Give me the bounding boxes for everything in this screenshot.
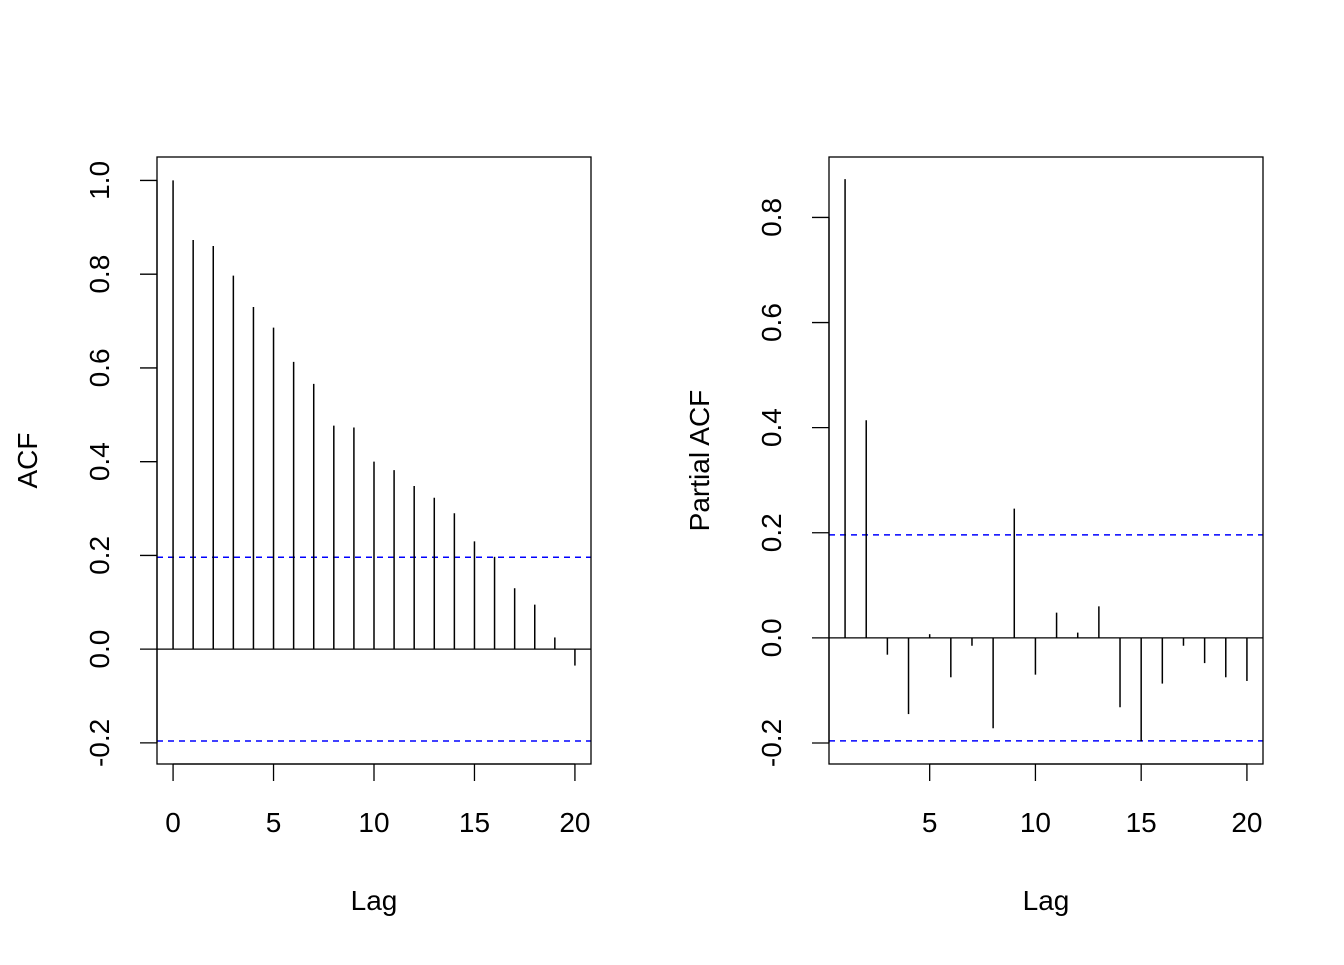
pacf-plot-frame	[828, 156, 1264, 765]
pacf-y-tick-label--0.2: -0.2	[756, 719, 787, 767]
acf-plot-frame	[156, 156, 592, 765]
acf-y-tick-label-0.2: 0.2	[84, 536, 115, 575]
pacf-y-tick-label-0.6: 0.6	[756, 303, 787, 342]
acf-x-tick-label-5: 5	[266, 807, 282, 838]
acf-x-tick-label-15: 15	[459, 807, 490, 838]
acf-y-tick-label-0.0: 0.0	[84, 630, 115, 669]
pacf-y-tick-label-0.0: 0.0	[756, 618, 787, 657]
pacf-x-axis-label: Lag	[1023, 885, 1070, 916]
acf-y-tick-label-0.6: 0.6	[84, 348, 115, 387]
pacf-x-tick-label-5: 5	[922, 807, 938, 838]
acf-x-tick-label-20: 20	[559, 807, 590, 838]
acf-x-tick-label-10: 10	[358, 807, 389, 838]
acf-x-axis-label: Lag	[351, 885, 398, 916]
acf-y-tick-label--0.2: -0.2	[84, 719, 115, 767]
acf-y-tick-label-1.0: 1.0	[84, 161, 115, 200]
pacf-y-tick-label-0.8: 0.8	[756, 198, 787, 237]
acf-panel: Lag ACF 0 5 10 15 20 -0.2 0.0 0.2 0.4 0.6 0.8 1.0	[12, 156, 592, 916]
pacf-y-tick-label-0.2: 0.2	[756, 513, 787, 552]
pacf-x-tick-label-20: 20	[1231, 807, 1262, 838]
acf-y-tick-label-0.4: 0.4	[84, 442, 115, 481]
pacf-x-tick-label-10: 10	[1020, 807, 1051, 838]
pacf-y-axis-label: Partial ACF	[684, 390, 715, 532]
pacf-panel: Lag Partial ACF 5 10 15 20 -0.2 0.0 0.2 0.4 0.6 0…	[684, 156, 1264, 916]
acf-y-tick-label-0.8: 0.8	[84, 255, 115, 294]
acf-y-axis-label: ACF	[12, 433, 43, 489]
pacf-x-tick-label-15: 15	[1126, 807, 1157, 838]
pacf-y-tick-label-0.4: 0.4	[756, 408, 787, 447]
acf-x-tick-label-0: 0	[165, 807, 181, 838]
